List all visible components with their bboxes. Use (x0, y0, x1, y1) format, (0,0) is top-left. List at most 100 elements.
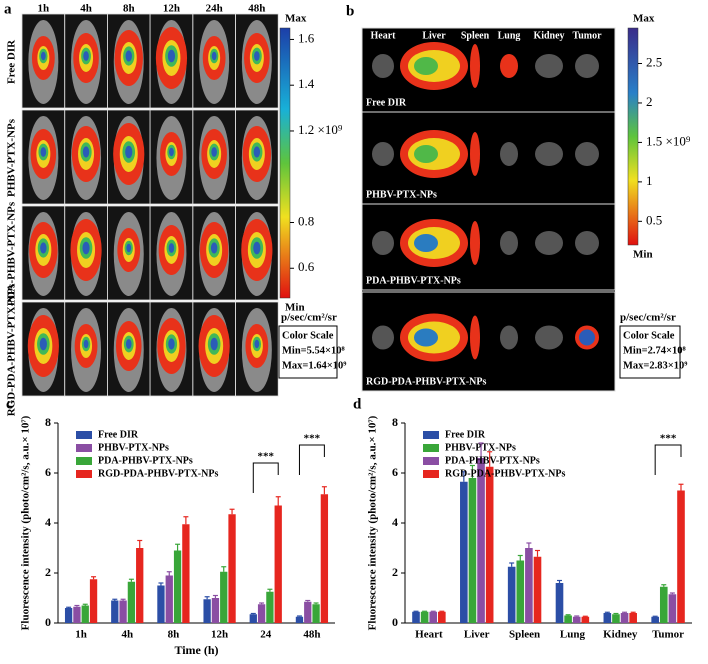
x-tick-label: Lung (560, 629, 586, 641)
bar (668, 594, 677, 623)
bar (304, 601, 312, 623)
scale-text: Color Scale (623, 330, 675, 341)
colorbar-tick-label: 0.6 (298, 259, 315, 274)
time-label: 12h (163, 3, 180, 15)
bar (266, 591, 274, 623)
bar (420, 611, 429, 623)
bar (460, 481, 468, 623)
bar (182, 524, 190, 623)
organ (535, 54, 563, 78)
bar (659, 586, 668, 623)
cell-border (235, 13, 279, 109)
x-tick-label: 1h (75, 629, 87, 641)
organ-label: Lung (498, 30, 521, 41)
legend-swatch (76, 470, 92, 478)
scale-text: Min=2.74×10⁸ (623, 345, 686, 356)
group-label: PDA-PHBV-PTX-NPs (366, 275, 461, 286)
organ-signal (579, 329, 595, 346)
cell-border (235, 301, 279, 397)
y-axis-label: Fluorescence intensity (photo/cm²/s, a.u… (20, 415, 32, 630)
signal-core (168, 243, 175, 253)
bar (89, 579, 98, 623)
colorbar-unit: p/sec/cm²/sr (281, 312, 337, 324)
legend-swatch (423, 431, 439, 439)
legend-label: RGD-PDA-PHBV-PTX-NPs (98, 468, 218, 479)
organ (372, 325, 394, 350)
organ-row (361, 203, 616, 291)
colorbar-min: Min (633, 249, 653, 261)
signal-core (210, 337, 218, 351)
bar (412, 611, 420, 623)
bar (438, 611, 446, 623)
colorbar-tick-label: 1.2 ×10⁹ (298, 122, 343, 137)
time-label: 48h (248, 3, 265, 15)
bar (429, 611, 438, 623)
significance-bracket (654, 444, 682, 475)
bar (620, 613, 629, 623)
signal-core (125, 145, 133, 159)
group-label: PDA-PHBV-PTX-NPs (6, 201, 18, 306)
time-label: 8h (123, 3, 135, 15)
colorbar (627, 27, 639, 246)
signal-core (211, 51, 217, 61)
y-tick-label: 2 (45, 565, 51, 579)
y-tick-label: 4 (45, 515, 51, 529)
significance-bracket (252, 462, 279, 493)
signal-core (253, 241, 261, 255)
bar (555, 583, 564, 623)
significance-bracket (298, 444, 325, 475)
organ (372, 142, 394, 166)
colorbar-tick-label: 1.4 (298, 76, 315, 91)
signal-core (168, 338, 175, 350)
bar (64, 608, 73, 623)
bar (127, 581, 136, 623)
bar (612, 614, 620, 623)
bar (603, 613, 612, 623)
group-label: Free DIR (366, 97, 407, 108)
scale-text: Min=5.54×10⁸ (282, 345, 345, 356)
x-tick-label: Kidney (603, 629, 638, 641)
organ (500, 325, 518, 350)
y-tick-label: 0 (45, 615, 51, 629)
colorbar-unit: p/sec/cm²/sr (620, 312, 676, 324)
group-label: RGD-PDA-PHBV-PTX-NPs (366, 376, 486, 387)
organ (575, 231, 599, 255)
organ-label: Heart (371, 30, 397, 41)
organ (470, 221, 480, 265)
bar (165, 575, 173, 623)
legend-label: Free DIR (98, 429, 139, 440)
x-tick-label: 24 (260, 629, 272, 641)
bar (73, 606, 81, 623)
bar (203, 599, 211, 623)
group-label: PHBV-PTX-NPs (6, 118, 18, 197)
y-tick-label: 8 (45, 415, 51, 429)
signal-core (40, 242, 47, 254)
organ (575, 142, 599, 166)
significance-label: *** (258, 451, 275, 463)
x-tick-label: Liver (464, 629, 490, 641)
legend-swatch (423, 457, 439, 465)
signal-core (253, 146, 261, 158)
colorbar-tick-label: 2.5 (646, 54, 662, 69)
bar (228, 514, 236, 623)
x-tick-label: Spleen (509, 629, 540, 641)
signal-core (82, 241, 90, 255)
bar (81, 605, 89, 623)
y-tick-label: 8 (392, 415, 398, 429)
panel-label: c (6, 396, 13, 412)
y-axis-label: Fluorescence intensity (photo/cm²/s, a.u… (367, 415, 379, 630)
legend-swatch (423, 444, 439, 452)
bar (249, 614, 257, 623)
bar (581, 616, 590, 623)
organ (535, 142, 563, 166)
y-tick-label: 6 (392, 465, 398, 479)
time-label: 1h (38, 3, 50, 15)
bar (477, 458, 485, 623)
colorbar-tick-label: 1.5 ×10⁹ (646, 133, 691, 148)
organ-label: Liver (422, 30, 446, 41)
bar (533, 556, 542, 623)
y-tick-label: 6 (45, 465, 51, 479)
colorbar-tick-label: 1.6 (298, 30, 315, 45)
scale-text: Color Scale (282, 330, 334, 341)
